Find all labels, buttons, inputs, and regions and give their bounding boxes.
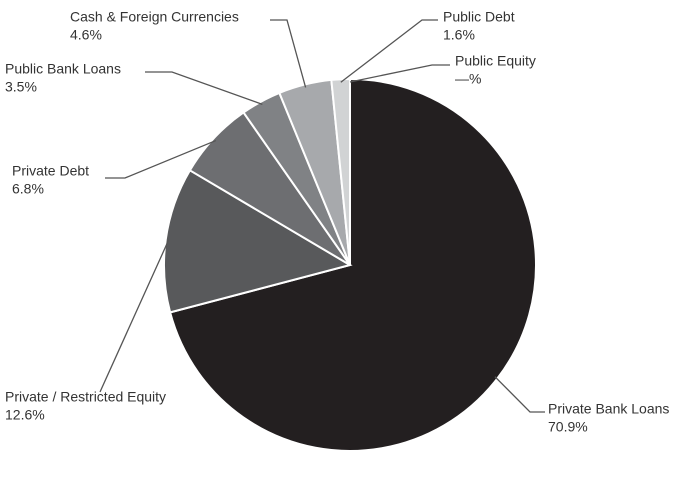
slice-label: Private / Restricted Equity [5,389,166,405]
leader-line [349,64,450,83]
value-label: 1.6% [443,27,475,43]
value-label: 6.8% [12,181,44,197]
leader-line [99,239,170,393]
slice-label: Public Bank Loans [5,61,121,77]
value-label: 3.5% [5,79,37,95]
leader-line [494,376,545,413]
slice-label: Private Debt [12,163,89,179]
slice-label: Public Debt [443,9,515,25]
leader-line [105,139,217,179]
value-label: 12.6% [5,407,45,423]
slice-label: Cash & Foreign Currencies [70,9,239,25]
value-label: 4.6% [70,27,102,43]
leader-line [270,19,307,88]
slice-label: Private Bank Loans [548,401,669,417]
value-label: —% [455,71,481,87]
pie-slice [163,168,353,314]
slice-label: Public Equity [455,53,536,69]
leader-line [340,19,438,83]
value-label: 70.9% [548,419,588,435]
leader-line [145,71,263,105]
